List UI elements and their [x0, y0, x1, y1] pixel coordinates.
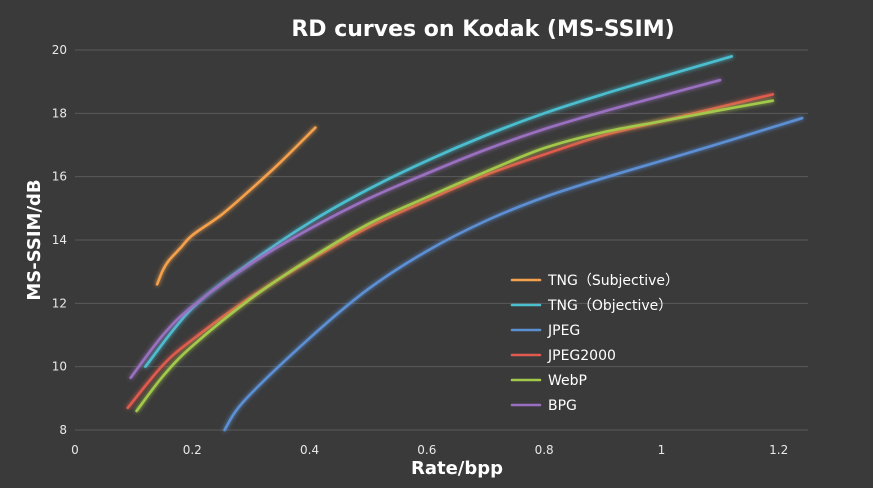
y-tick-label: 12	[52, 296, 67, 310]
series-line-bpg	[129, 78, 722, 380]
x-tick-label: 1	[658, 443, 666, 457]
chart-title: RD curves on Kodak (MS-SSIM)	[291, 17, 674, 42]
y-axis-title: MS-SSIM/dB	[24, 179, 45, 300]
legend-label-webp: WebP	[548, 373, 587, 389]
y-tick-label: 14	[52, 233, 67, 247]
legend-label-jpeg2000: JPEG2000	[547, 348, 616, 364]
series-line-jpeg	[223, 116, 804, 432]
x-tick-label: 0.6	[417, 443, 436, 457]
y-tick-label: 20	[52, 43, 67, 57]
x-tick-label: 0	[71, 443, 79, 457]
series-lines	[126, 55, 804, 432]
y-tick-label: 10	[52, 360, 67, 374]
y-tick-label: 16	[52, 170, 67, 184]
legend-label-jpeg: JPEG	[547, 323, 580, 339]
legend: TNG（Subjective） TNG（Objective） JPEG JPEG200…	[510, 273, 679, 414]
series-line-tng-objective	[144, 55, 734, 368]
series-line-webp	[135, 99, 775, 413]
x-tick-label: 1.2	[769, 443, 788, 457]
x-tick-label: 0.4	[300, 443, 319, 457]
gridlines	[75, 49, 808, 431]
legend-label-bpg: BPG	[548, 398, 577, 414]
x-axis-title: Rate/bpp	[411, 458, 503, 479]
legend-label-tng-subjective: TNG（Subjective）	[547, 273, 679, 289]
x-tick-label: 0.8	[535, 443, 554, 457]
legend-label-tng-objective: TNG（Objective）	[547, 298, 672, 314]
y-axis-ticks: 8 10 12 14 16 18 20	[52, 43, 67, 437]
x-tick-label: 0.2	[183, 443, 202, 457]
series-line-jpeg2000	[126, 93, 775, 410]
series-line-tng-subjective	[155, 126, 317, 286]
x-axis-ticks: 0 0.2 0.4 0.6 0.8 1 1.2	[71, 443, 788, 457]
y-tick-label: 8	[59, 423, 67, 437]
y-tick-label: 18	[52, 106, 67, 120]
